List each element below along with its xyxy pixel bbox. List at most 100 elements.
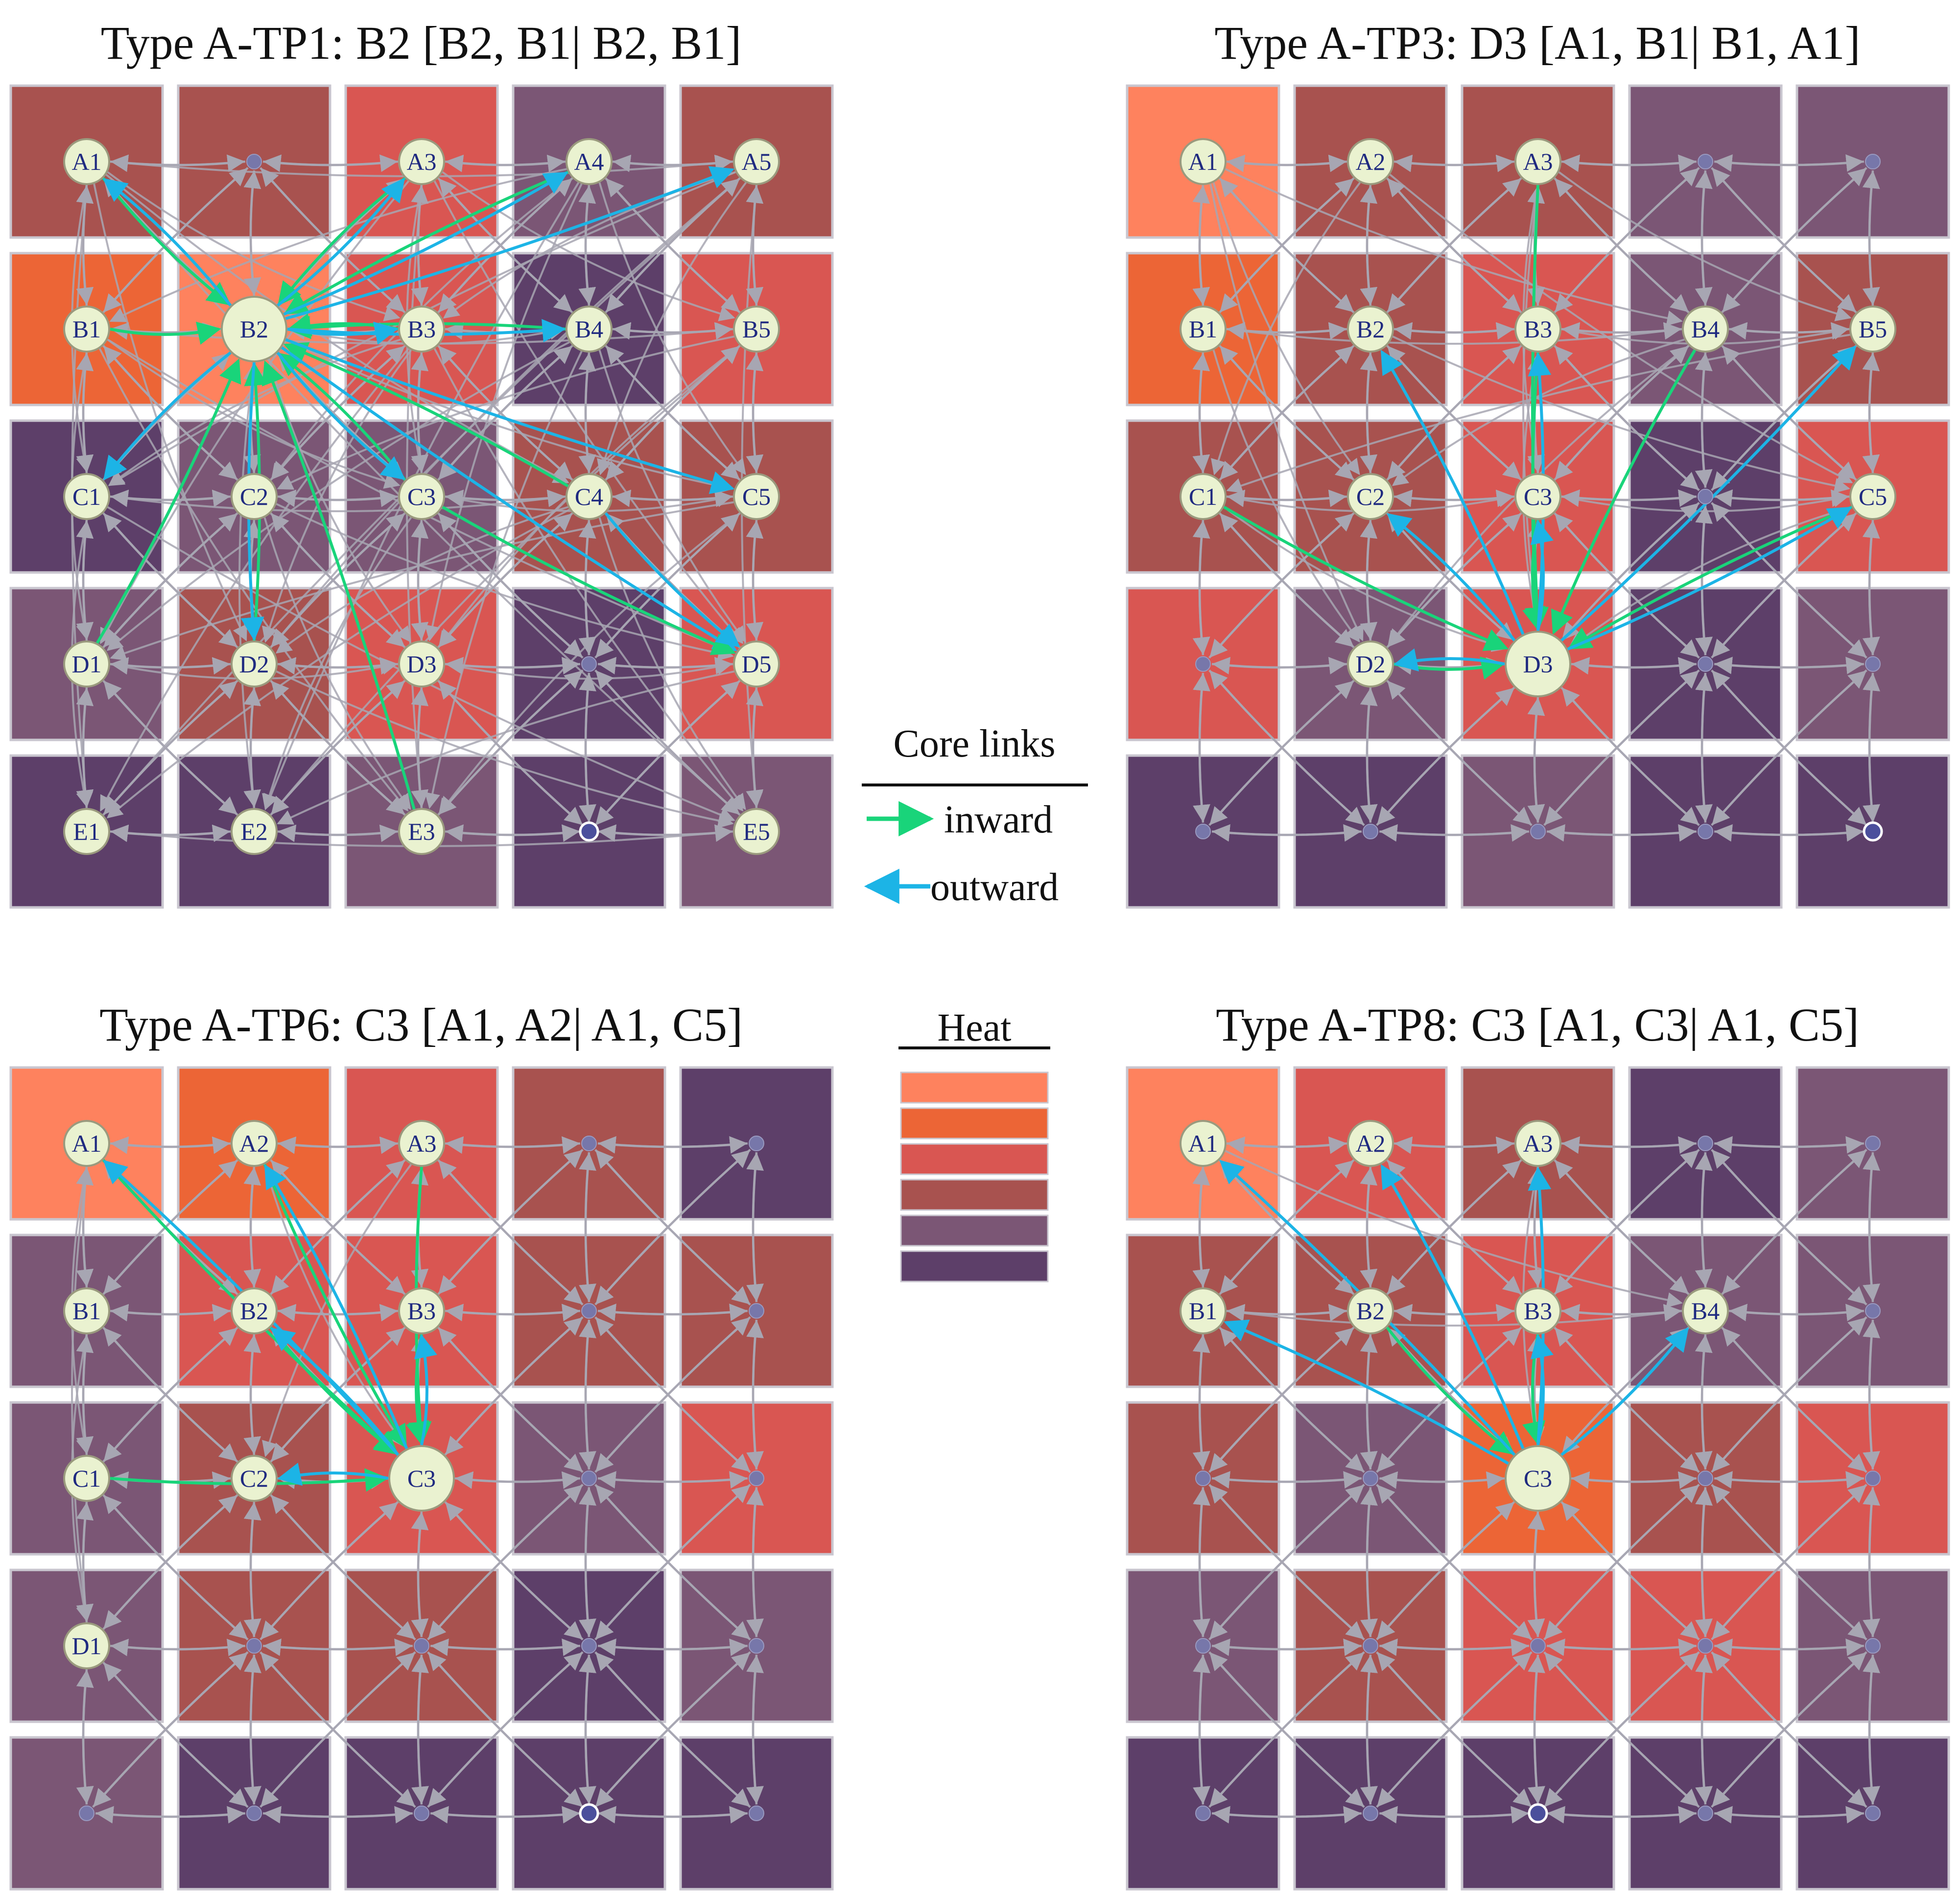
node-a1: A1 (1180, 1120, 1227, 1167)
network-link (260, 1652, 416, 1808)
node-circle (1505, 1445, 1571, 1512)
network-link (1695, 1334, 1713, 1470)
node-label: C3 (407, 1465, 436, 1492)
plain-node (1865, 154, 1881, 169)
node-circle (1849, 306, 1896, 353)
network-link (1554, 168, 1700, 313)
network-link (278, 1304, 399, 1322)
node-circle (63, 1287, 110, 1334)
node-label: D1 (71, 1632, 101, 1660)
panel-title: Type A-TP3: D3 [A1, B1| B1, A1] (1214, 17, 1860, 69)
network-link (95, 1806, 246, 1824)
network-link (1360, 353, 1378, 474)
network-link (1377, 1652, 1533, 1808)
panel-tp6: Type A-TP6: C3 [A1, A2| A1, C5] A1 A2 A3 B1… (9, 998, 834, 1891)
network-link (1560, 503, 1700, 641)
network-link (107, 171, 401, 321)
node-label: A1 (1188, 148, 1218, 175)
network-link (445, 659, 733, 680)
network-link (1360, 1334, 1378, 1470)
network-link (438, 681, 584, 826)
node-circle (1514, 1120, 1561, 1167)
network-link (1192, 1167, 1210, 1288)
panel-nodes: A1 A2 A3 B1 B2 B3 B4 C3 (1180, 1120, 1881, 1824)
network-link (1360, 520, 1378, 641)
outward-core-link (1567, 506, 1852, 651)
node-d1: D1 (63, 641, 110, 688)
heat-swatches (900, 1071, 1049, 1282)
node-label: D2 (239, 650, 269, 678)
node-a1: A1 (63, 138, 110, 185)
plain-node (749, 1136, 764, 1151)
node-b4: B4 (1682, 306, 1729, 353)
heat-cell (679, 419, 834, 574)
node-b2: B2 (221, 296, 287, 362)
network-link (1212, 350, 1360, 643)
network-link (260, 1652, 416, 1808)
plain-node (1698, 154, 1713, 169)
network-link (1223, 506, 1508, 652)
network-link (1192, 353, 1210, 474)
network-link (1394, 1304, 1515, 1322)
node-a1: A1 (63, 1120, 110, 1167)
node-b2: B2 (1347, 306, 1394, 353)
network-link (1227, 154, 1347, 172)
node-circle (1347, 1287, 1394, 1334)
plain-node (1698, 1638, 1713, 1654)
node-a2: A2 (1347, 138, 1394, 185)
panel-title: Type A-TP6: C3 [A1, A2| A1, C5] (99, 998, 743, 1051)
outward-core-link (103, 178, 232, 307)
network-link (1193, 673, 1210, 823)
plain-node (1195, 1471, 1211, 1486)
network-link (1209, 184, 1364, 641)
plain-node (1363, 1471, 1378, 1486)
network-link (1360, 688, 1378, 823)
heat-swatch (900, 1071, 1049, 1104)
node-label: C3 (1524, 1465, 1552, 1492)
network-link (1386, 513, 1521, 648)
network-link (442, 171, 735, 321)
node-a3: A3 (398, 1120, 445, 1167)
node-label: D3 (406, 650, 436, 678)
node-circle (733, 473, 780, 520)
network-link (598, 1471, 748, 1489)
network-link (437, 670, 583, 816)
panel-core-edges (95, 166, 740, 810)
plain-node (1195, 824, 1211, 839)
network-link (1547, 824, 1697, 842)
node-circle (733, 808, 780, 855)
node-circle (231, 641, 278, 688)
network-link (1212, 1806, 1362, 1824)
network-link (1528, 1655, 1545, 1805)
network-link (263, 1638, 413, 1656)
network-link (1543, 1652, 1700, 1808)
network-link (746, 520, 764, 641)
plain-node (1698, 656, 1713, 672)
network-link (271, 345, 741, 815)
network-link (109, 168, 567, 322)
network-link (455, 1471, 581, 1489)
network-link (1227, 1136, 1347, 1154)
network-link (746, 1320, 764, 1470)
outward-legend-label: outward (930, 866, 1059, 909)
outward-core-link (1530, 1334, 1554, 1446)
network-link (1544, 1652, 1700, 1808)
node-circle (63, 306, 110, 353)
node-c2: C2 (231, 473, 278, 520)
network-link (746, 1487, 764, 1638)
outward-core-link (1380, 350, 1525, 635)
network-link (1712, 1149, 1867, 1306)
network-link (579, 1152, 596, 1303)
network-link (1192, 520, 1210, 656)
node-circle (231, 808, 278, 855)
network-link (445, 1304, 581, 1322)
network-link (579, 1320, 596, 1470)
network-link (110, 490, 566, 512)
node-c1: C1 (1180, 473, 1227, 520)
network-link (243, 1502, 261, 1638)
network-link (1561, 1502, 1700, 1640)
heat-cell (177, 1066, 331, 1221)
network-link (93, 184, 247, 641)
panel-edges (1192, 1136, 1880, 1824)
network-link (102, 1328, 237, 1463)
